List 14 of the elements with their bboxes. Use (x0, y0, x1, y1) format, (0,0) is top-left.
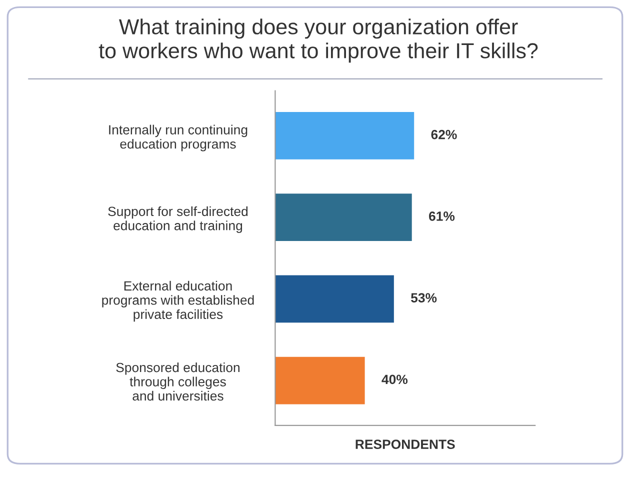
y-tick-label: Support for self-directed education and training (108, 206, 248, 233)
x-axis-title: RESPONDENTS (356, 440, 455, 449)
data-label: 62% (431, 130, 457, 140)
data-label: 40% (382, 374, 408, 384)
bar (275, 112, 414, 160)
data-label: 53% (411, 293, 437, 302)
y-tick-label: External education programs with established private facilities (102, 280, 254, 322)
bar (275, 356, 365, 404)
bar (275, 194, 412, 241)
bar (275, 275, 394, 323)
data-label: 61% (429, 212, 455, 221)
chart-title: What training does your organization offer to workers who want to improve their IT skills? (98, 18, 538, 63)
y-tick-label: Sponsored education through colleges and universities (116, 362, 240, 401)
y-tick-label: Internally run continuing education programs (109, 124, 248, 152)
